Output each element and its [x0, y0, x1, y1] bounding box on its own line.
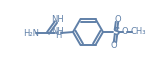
Text: O: O — [115, 15, 121, 23]
Text: S: S — [112, 27, 120, 37]
Text: NH: NH — [52, 15, 64, 23]
Text: H: H — [55, 31, 61, 40]
Text: CH₃: CH₃ — [130, 28, 146, 36]
Text: NH: NH — [52, 27, 64, 36]
Text: O: O — [122, 28, 128, 36]
Text: H₂N: H₂N — [23, 29, 39, 37]
Text: O: O — [111, 41, 117, 50]
